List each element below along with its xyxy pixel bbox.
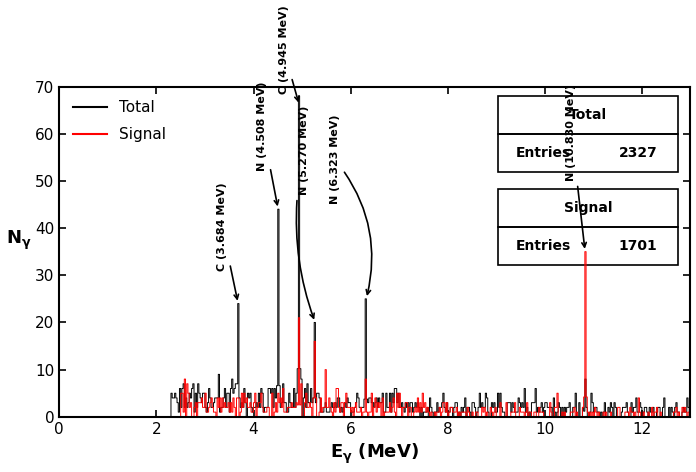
Legend: Total, Signal: Total, Signal (67, 94, 172, 149)
Total (72, 414, 81, 420)
Signal (614, 405, 622, 410)
Signal (131, 414, 139, 420)
Text: Entries: Entries (515, 146, 571, 160)
Text: N (6.323 MeV): N (6.323 MeV) (330, 115, 372, 295)
Text: N (5.270 MeV): N (5.270 MeV) (296, 106, 314, 318)
Signal (581, 249, 590, 254)
Total (131, 414, 139, 420)
Line: Signal: Signal (60, 252, 690, 417)
Total (295, 93, 303, 99)
Signal (548, 414, 557, 420)
Text: Signal: Signal (564, 201, 612, 215)
Text: N (4.508 MeV): N (4.508 MeV) (258, 82, 278, 205)
Bar (498, 135, 678, 172)
Bar (498, 227, 678, 265)
Bar (498, 96, 678, 135)
Y-axis label: $\mathbf{N_{\gamma}}$: $\mathbf{N_{\gamma}}$ (6, 228, 31, 252)
Total (614, 414, 622, 420)
Bar (498, 189, 678, 227)
Total (56, 414, 64, 420)
Total (550, 395, 558, 401)
X-axis label: $\mathbf{E_{\gamma}}$ (MeV): $\mathbf{E_{\gamma}}$ (MeV) (331, 442, 419, 466)
Text: 1701: 1701 (619, 239, 658, 253)
Total (558, 405, 567, 410)
Text: N (10.830 MeV): N (10.830 MeV) (567, 84, 586, 247)
Text: C (4.945 MeV): C (4.945 MeV) (278, 5, 299, 101)
Signal (557, 414, 565, 420)
Signal (227, 400, 235, 405)
Signal (72, 414, 81, 420)
Signal (56, 414, 64, 420)
Text: Total: Total (569, 109, 607, 122)
Signal (686, 409, 694, 415)
Text: C (3.684 MeV): C (3.684 MeV) (217, 182, 239, 299)
Text: Entries: Entries (515, 239, 571, 253)
Text: 2327: 2327 (619, 146, 658, 160)
Line: Total: Total (60, 96, 690, 417)
Total (227, 386, 235, 391)
Total (686, 414, 694, 420)
